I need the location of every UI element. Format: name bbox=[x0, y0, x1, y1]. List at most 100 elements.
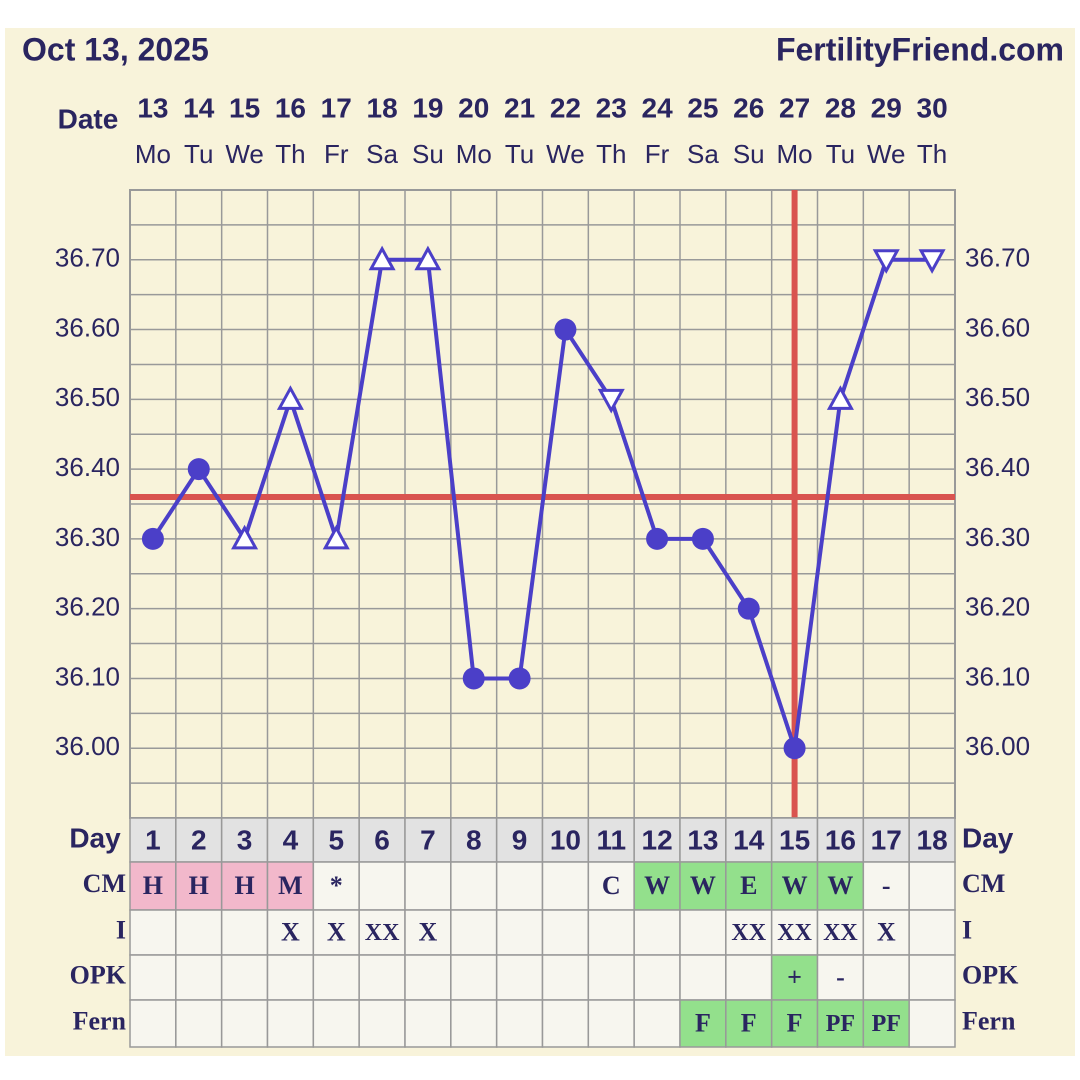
row-label: I bbox=[962, 915, 972, 944]
table-cell bbox=[587, 999, 635, 1048]
date-label: 24 bbox=[642, 92, 674, 123]
table-cell bbox=[450, 861, 498, 911]
day-number: 18 bbox=[917, 824, 948, 855]
table-cell bbox=[220, 954, 269, 1001]
table-cell bbox=[129, 861, 177, 911]
table-cell bbox=[633, 861, 681, 911]
cell-text: PF bbox=[872, 1011, 901, 1037]
table-cell bbox=[541, 909, 590, 956]
table-cell bbox=[908, 999, 956, 1048]
table-cell bbox=[312, 999, 360, 1048]
table-cell bbox=[450, 909, 498, 956]
weekday-label: We bbox=[546, 139, 585, 169]
table-cell bbox=[587, 909, 635, 956]
y-tick-label: 36.30 bbox=[55, 522, 120, 552]
table-cell bbox=[541, 954, 590, 1001]
day-number: 3 bbox=[237, 824, 253, 855]
day-cell bbox=[725, 817, 773, 863]
cell-text: F bbox=[695, 1008, 711, 1037]
day-number: 6 bbox=[374, 824, 390, 855]
date-label: 17 bbox=[321, 92, 352, 123]
weekday-label: Sa bbox=[687, 139, 719, 169]
temperature-point bbox=[508, 667, 531, 690]
cell-text: F bbox=[787, 1008, 803, 1037]
cell-text: W bbox=[644, 871, 670, 900]
y-tick-label: 36.10 bbox=[965, 661, 1030, 691]
day-number: 13 bbox=[687, 824, 718, 855]
table-cell bbox=[495, 909, 544, 956]
cell-text: W bbox=[782, 871, 808, 900]
date-label: 20 bbox=[458, 92, 489, 123]
y-tick-label: 36.50 bbox=[965, 382, 1030, 412]
weekday-label: Tu bbox=[505, 139, 534, 169]
date-label: 25 bbox=[687, 92, 718, 123]
table-cell bbox=[679, 909, 727, 956]
weekday-label: Th bbox=[596, 139, 626, 169]
table-cell bbox=[816, 954, 865, 1001]
table-cell bbox=[404, 909, 452, 956]
site-name: FertilityFriend.com bbox=[776, 31, 1064, 67]
table-cell bbox=[450, 954, 498, 1001]
day-number: 2 bbox=[191, 824, 207, 855]
temperature-point bbox=[918, 249, 946, 274]
date-label: 30 bbox=[917, 92, 948, 123]
table-cell bbox=[816, 909, 865, 956]
table-cell bbox=[404, 999, 452, 1048]
table-cell bbox=[495, 999, 544, 1048]
cell-text: * bbox=[330, 871, 343, 900]
date-label: 23 bbox=[596, 92, 627, 123]
temperature-point bbox=[462, 667, 485, 690]
table-cell bbox=[541, 999, 590, 1048]
table-cell bbox=[175, 909, 223, 956]
temperature-point bbox=[691, 527, 714, 550]
y-tick-label: 36.00 bbox=[965, 731, 1030, 761]
cell-text: M bbox=[278, 871, 303, 900]
table-cell bbox=[129, 909, 177, 956]
date-label: 15 bbox=[229, 92, 260, 123]
temperature-point bbox=[187, 458, 210, 481]
table-cell bbox=[908, 954, 956, 1001]
table-cell bbox=[266, 999, 315, 1048]
weekday-label: Th bbox=[275, 139, 305, 169]
table-cell bbox=[862, 861, 910, 911]
weekday-label: Sa bbox=[366, 139, 398, 169]
table-cell bbox=[495, 861, 544, 911]
weekday-label: We bbox=[225, 139, 264, 169]
weekday-label: Su bbox=[733, 139, 765, 169]
day-cell bbox=[862, 817, 910, 863]
y-tick-label: 36.60 bbox=[55, 312, 120, 342]
weekday-label: Mo bbox=[135, 139, 171, 169]
day-label: Day bbox=[962, 822, 1014, 853]
row-label: I bbox=[116, 915, 126, 944]
day-number: 4 bbox=[283, 824, 299, 855]
temperature-point bbox=[231, 524, 259, 550]
row-label: CM bbox=[962, 869, 1005, 898]
cell-text: - bbox=[836, 962, 845, 991]
row-label: Fern bbox=[73, 1006, 127, 1035]
table-cell bbox=[358, 954, 406, 1001]
temperature-point bbox=[414, 245, 442, 271]
temperature-point bbox=[597, 388, 625, 414]
cell-text: X bbox=[419, 917, 438, 946]
table-cell bbox=[450, 999, 498, 1048]
weekday-label: Th bbox=[917, 139, 947, 169]
y-tick-label: 36.70 bbox=[965, 243, 1030, 273]
y-tick-label: 36.00 bbox=[55, 731, 120, 761]
day-number: 11 bbox=[596, 824, 626, 855]
table-cell bbox=[175, 999, 223, 1048]
cell-text: XX bbox=[365, 920, 400, 946]
date-label: Date bbox=[58, 103, 119, 134]
temperature-line bbox=[151, 257, 933, 749]
day-cell bbox=[587, 817, 635, 863]
weekday-label: Fr bbox=[324, 139, 349, 169]
table-cell bbox=[129, 954, 177, 1001]
day-number: 1 bbox=[145, 824, 161, 855]
cell-text: PF bbox=[826, 1011, 855, 1037]
table-cell bbox=[312, 909, 360, 956]
temperature-point bbox=[322, 524, 350, 550]
table-cell bbox=[312, 954, 360, 1001]
table-cell bbox=[862, 954, 910, 1001]
table-cell bbox=[633, 954, 681, 1001]
chart-title: Oct 13, 2025 bbox=[22, 31, 209, 67]
cell-text: XX bbox=[823, 920, 858, 946]
